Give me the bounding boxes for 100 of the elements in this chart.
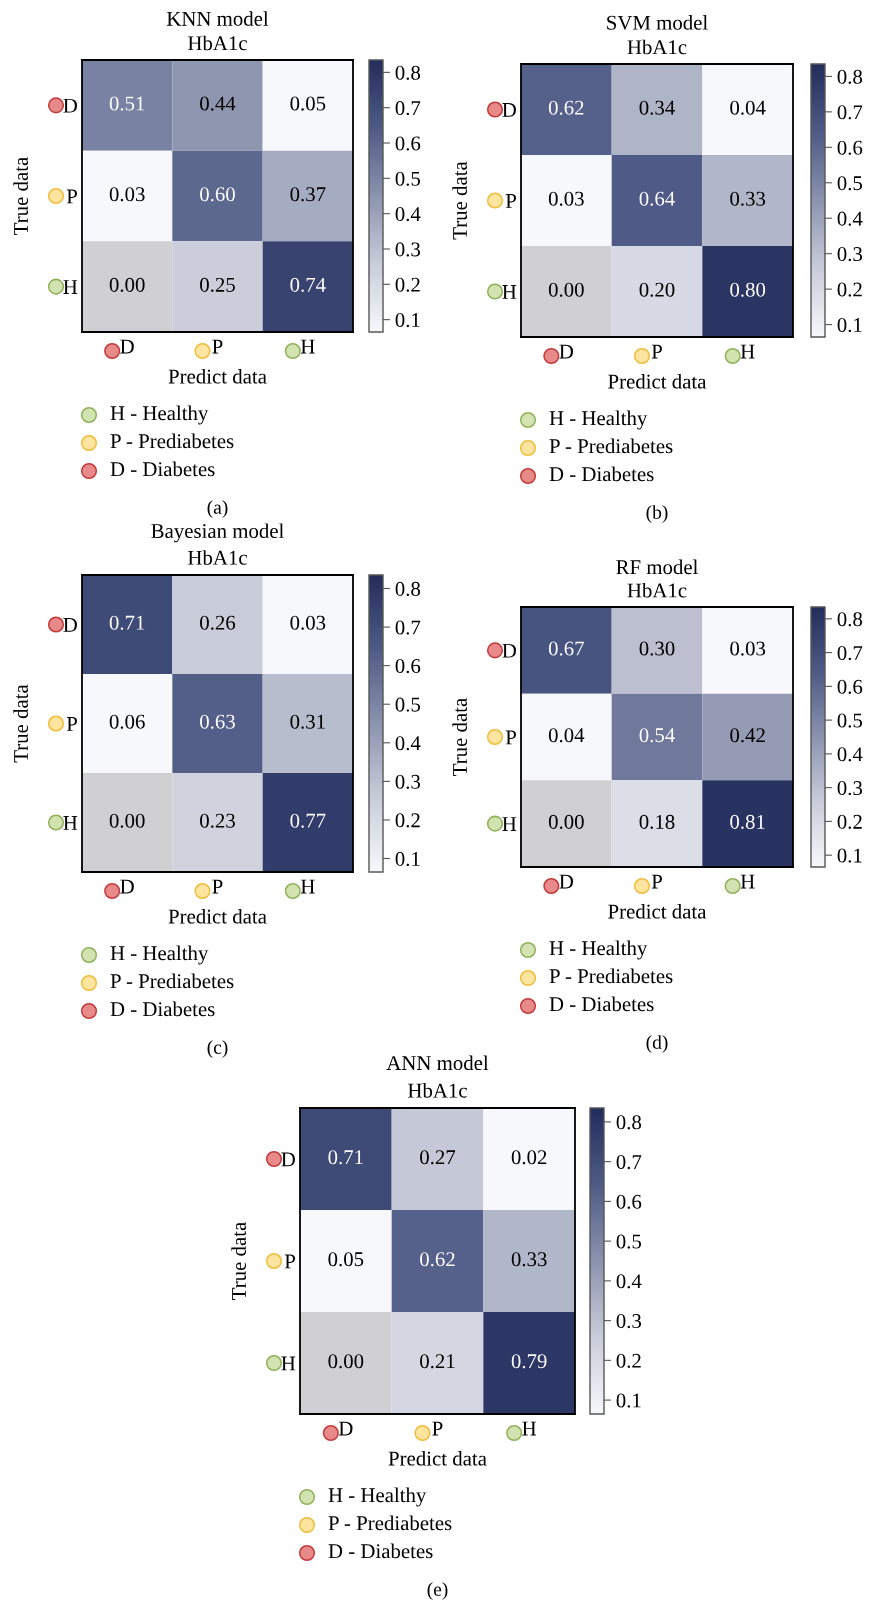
data-label: 0.20 (639, 282, 675, 297)
data-label: 0.81 (730, 814, 765, 829)
chart-title: Bayesian model (151, 523, 284, 543)
x-tick-label: D (120, 879, 134, 894)
data-label: 0.80 (730, 282, 766, 297)
text: 0.00 (548, 282, 584, 297)
color-bar-label: 0.7 (395, 620, 421, 635)
y-tick-label: D (281, 1152, 295, 1167)
text: D - Diabetes (549, 466, 654, 482)
color-bar-label: 0.3 (395, 774, 421, 789)
text: (a) (207, 500, 228, 518)
data-label: 0.77 (290, 813, 326, 828)
chart-subtitle: HbA1c (408, 1082, 467, 1098)
text: P - Prediabetes (110, 973, 234, 989)
chart-title: ANN model (386, 1055, 489, 1071)
color-bar-label: 0.4 (837, 747, 863, 762)
data-label: 0.44 (200, 96, 236, 111)
color-bar-label: 0.1 (837, 848, 862, 863)
x-tick-label: P (212, 879, 223, 894)
chart-title: SVM model (607, 15, 708, 30)
text: (b) (646, 505, 668, 523)
color-bar-label: 0.7 (837, 645, 863, 661)
color-bar-label: 0.8 (616, 1115, 642, 1130)
color-bar-label: 0.2 (837, 814, 862, 829)
data-label: 0.60 (200, 187, 235, 202)
x-tick-label: P (651, 874, 662, 889)
text: (c) (207, 1040, 228, 1058)
color-bar-label: 0.3 (395, 242, 421, 257)
x-tick-label: D (120, 339, 134, 354)
color-bar-label: 0.5 (395, 697, 421, 712)
data-label: 0.62 (420, 1252, 455, 1267)
color-bar-label: 0.4 (616, 1274, 642, 1289)
data-label: 0.51 (109, 96, 145, 111)
y-tick-label: P (66, 717, 77, 731)
y-tick-label: D (63, 618, 77, 632)
color-bar-label: 0.4 (395, 207, 421, 222)
data-label: 0.06 (109, 714, 145, 729)
y-tick-label: P (505, 194, 516, 208)
text: 0.00 (328, 1354, 364, 1369)
data-label: 0.31 (290, 714, 325, 729)
text: H - Healthy (110, 405, 209, 425)
data-label: 0.25 (200, 277, 235, 292)
data-label: 0.33 (730, 191, 766, 206)
data-label: 0.63 (200, 714, 235, 729)
color-bar-label: 0.1 (837, 317, 862, 333)
x-axis-title: Predict data (608, 373, 707, 389)
x-axis-title: Predict data (168, 368, 267, 384)
data-label: 0.67 (548, 641, 584, 656)
y-tick-label: D (502, 643, 516, 658)
color-bar-label: 0.8 (837, 612, 863, 627)
data-label: 0.26 (200, 615, 236, 630)
data-label: 0.30 (639, 641, 675, 656)
x-tick-label: P (212, 339, 223, 354)
chart-subtitle: HbA1c (188, 550, 247, 565)
color-bar-label: 0.2 (395, 277, 420, 292)
color-bar-label: 0.6 (395, 659, 421, 674)
color-bar-label: 0.1 (616, 1393, 641, 1408)
text: 0.00 (109, 813, 145, 828)
text: D - Diabetes (110, 1001, 215, 1017)
data-label: 0.04 (548, 728, 585, 743)
x-tick-label: D (559, 344, 574, 359)
text: H - Healthy (549, 940, 648, 960)
data-label: 0.05 (290, 96, 326, 111)
color-bar-label: 0.5 (837, 713, 863, 728)
data-label: 0.03 (290, 615, 326, 630)
text: P - Prediabetes (549, 438, 673, 454)
color-bar-label: 0.6 (837, 140, 863, 155)
x-tick-label: P (432, 1421, 443, 1436)
y-axis-title: True data (13, 157, 28, 235)
chart-subtitle: HbA1c (627, 39, 687, 55)
chart-title: RF model (616, 559, 698, 575)
data-label: 0.03 (730, 641, 766, 656)
data-label: 0.02 (511, 1150, 547, 1165)
text: H - Healthy (549, 410, 648, 430)
color-bar-label: 0.7 (837, 105, 863, 120)
color-bar-label: 0.2 (395, 813, 420, 828)
text: P - Prediabetes (549, 968, 673, 984)
y-tick-label: P (66, 189, 77, 204)
color-bar-label: 0.6 (395, 136, 421, 151)
data-label: 0.21 (420, 1354, 455, 1369)
y-tick-label: P (505, 730, 516, 745)
color-bar-label: 0.6 (616, 1194, 642, 1209)
color-bar-label: 0.2 (837, 282, 862, 297)
color-bar-label: 0.5 (395, 171, 421, 186)
color-bar-label: 0.7 (395, 101, 421, 116)
y-tick-label: P (284, 1254, 295, 1269)
text: D - Diabetes (110, 461, 215, 477)
data-label: 0.62 (548, 100, 584, 115)
color-bar-label: 0.1 (395, 851, 420, 867)
chart-subtitle: HbA1c (627, 582, 687, 598)
y-tick-label: D (63, 98, 77, 113)
data-label: 0.34 (639, 100, 675, 115)
data-label: 0.03 (109, 187, 145, 202)
x-axis-title: Predict data (388, 1450, 487, 1466)
color-bar-label: 0.3 (837, 247, 863, 262)
y-tick-label: H (281, 1356, 296, 1371)
data-label: 0.74 (290, 277, 326, 292)
text: H - Healthy (110, 945, 209, 965)
chart-title: KNN model (166, 11, 269, 26)
data-label: 0.05 (328, 1252, 364, 1267)
